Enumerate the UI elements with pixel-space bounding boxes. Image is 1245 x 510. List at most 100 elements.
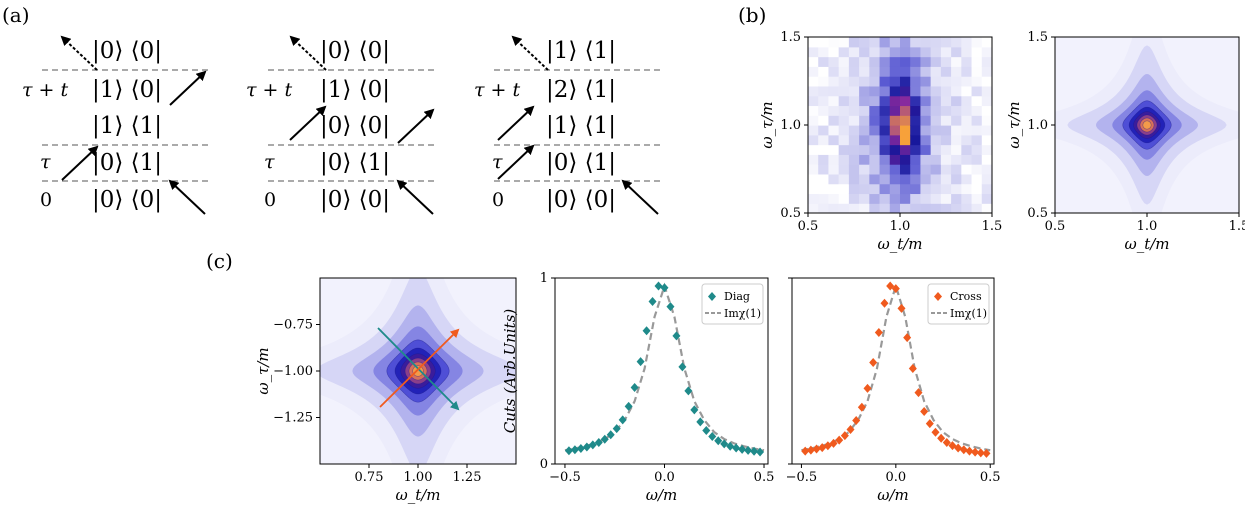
heatmap-cell <box>900 85 911 97</box>
heatmap-cell <box>838 134 850 146</box>
heatmap-cell <box>920 56 932 67</box>
heatmap-cell <box>889 134 901 146</box>
pulse-arrow <box>61 145 99 181</box>
heatmap-cell <box>838 105 850 116</box>
heatmap-cell <box>961 105 973 116</box>
x-axis-label: ω_t/m <box>877 235 922 253</box>
heatmap-cell <box>940 105 952 116</box>
heatmap-cell <box>910 76 922 87</box>
data-point <box>954 443 963 453</box>
heatmap-cell <box>920 183 932 195</box>
heatmap-cell <box>951 134 962 146</box>
heatmap-cell <box>930 105 942 116</box>
heatmap-cell <box>879 193 891 204</box>
heatmap-cell <box>879 144 891 155</box>
heatmap-cell <box>859 193 870 204</box>
time-label-top: τ + t <box>246 79 293 101</box>
heatmap-cell <box>818 125 830 136</box>
x-tick-label: 0.5 <box>1045 219 1066 234</box>
data-point <box>965 446 974 456</box>
density-level: |1⟩ ⟨1| <box>546 113 616 139</box>
heatmap-cell <box>920 85 932 97</box>
data-point <box>606 430 615 440</box>
heatmap-cell <box>848 125 860 136</box>
heatmap-cell <box>971 76 983 87</box>
heatmap-cell <box>910 173 922 185</box>
heatmap-cell <box>971 105 983 116</box>
heatmap-cell <box>879 203 891 213</box>
heatmap-cell <box>828 105 840 116</box>
heatmap-cell <box>869 46 881 58</box>
heatmap-cell <box>838 66 850 77</box>
heatmap-cell <box>848 173 860 185</box>
heatmap-cell <box>981 85 992 97</box>
heatmap-cell <box>818 115 830 126</box>
heatmap-cell <box>900 154 911 165</box>
heatmap-cell <box>981 76 992 87</box>
heatmap-cell <box>808 105 819 116</box>
pulse-arrow <box>397 108 435 144</box>
heatmap-cell <box>930 37 942 48</box>
heatmap-cell <box>930 203 942 213</box>
legend-label: Imχ(1) <box>724 307 761 320</box>
density-level: |0⟩ ⟨0| <box>320 187 390 213</box>
heatmap-cell <box>940 115 952 126</box>
legend-marker <box>708 292 716 301</box>
data-point <box>636 357 645 367</box>
heatmap-cell <box>900 105 911 116</box>
heatmap-cell <box>920 76 932 87</box>
heatmap-cell <box>889 56 901 67</box>
heatmap-cell <box>848 144 860 155</box>
x-tick-label: 1.00 <box>404 470 433 485</box>
heatmap-measured <box>807 36 993 214</box>
data-point <box>732 443 741 453</box>
pulse-arrow <box>497 105 535 141</box>
data-point <box>812 444 821 454</box>
density-level: |0⟩ ⟨0| <box>546 187 616 213</box>
time-label-bottom: 0 <box>264 189 276 211</box>
heatmap-cell <box>889 193 901 204</box>
heatmap-cell <box>889 46 901 58</box>
heatmap-cell <box>808 46 819 58</box>
heatmap-cell <box>971 37 983 48</box>
heatmap-cell <box>971 66 983 77</box>
heatmap-cell <box>971 144 983 155</box>
heatmap-cell <box>930 76 942 87</box>
heatmap-cell <box>869 95 881 107</box>
heatmap-cell <box>930 154 942 165</box>
heatmap-cell <box>889 115 901 126</box>
heatmap-cell <box>838 76 850 87</box>
heatmap-cell <box>920 125 932 136</box>
pulse-arrow <box>621 179 659 215</box>
heatmap-cell <box>828 134 840 146</box>
heatmap-cell <box>808 193 819 204</box>
heatmap-cell <box>818 56 830 67</box>
heatmap-cell <box>889 154 901 165</box>
feynman-diagram-2: τ + t τ 0 |0⟩ ⟨0| |1⟩ ⟨0| |0⟩ ⟨0| |0⟩ ⟨1… <box>246 35 436 215</box>
data-point <box>612 424 621 434</box>
heatmap-cell <box>869 66 881 77</box>
heatmap-cell <box>828 115 840 126</box>
heatmap-cell <box>859 115 870 126</box>
data-point <box>600 434 609 444</box>
data-point <box>588 440 597 450</box>
data-point <box>738 444 747 454</box>
heatmap-cell <box>859 76 870 87</box>
heatmap-cell <box>961 76 973 87</box>
data-point <box>874 327 883 337</box>
fit-curve <box>801 282 991 452</box>
heatmap-theory <box>1054 36 1240 214</box>
y-tick-label: 0.5 <box>1027 206 1048 221</box>
heatmap-cuts <box>319 277 517 465</box>
heatmap-cell <box>889 144 901 155</box>
heatmap-cell <box>951 144 962 155</box>
heatmap-cell <box>930 66 942 77</box>
heatmap-cell <box>808 134 819 146</box>
heatmap-cell <box>838 144 850 155</box>
heatmap-cell <box>920 37 932 48</box>
time-label-bottom: 0 <box>492 189 504 211</box>
heatmap-cell <box>889 95 901 107</box>
y-tick-label: 1 <box>540 271 548 286</box>
heatmap-cell <box>828 125 840 136</box>
heatmap-cell <box>808 125 819 136</box>
